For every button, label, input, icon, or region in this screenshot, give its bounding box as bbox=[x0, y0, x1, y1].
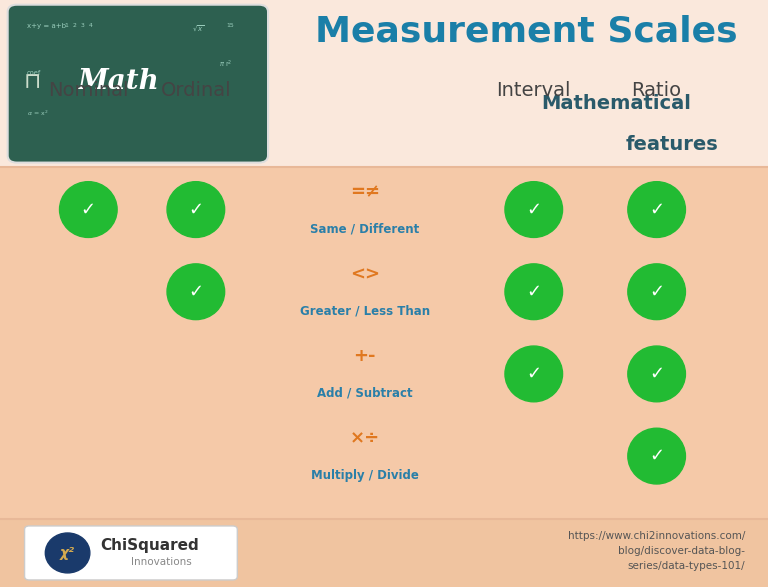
Text: ChiSquared: ChiSquared bbox=[101, 538, 199, 554]
Text: ✓: ✓ bbox=[188, 201, 204, 218]
Text: 15: 15 bbox=[227, 23, 234, 29]
Text: $\alpha$ = x$^2$: $\alpha$ = x$^2$ bbox=[27, 109, 48, 118]
Ellipse shape bbox=[505, 264, 562, 319]
Text: $\pi$ r$^2$: $\pi$ r$^2$ bbox=[219, 59, 232, 70]
Text: ✓: ✓ bbox=[649, 447, 664, 465]
Text: χ²: χ² bbox=[60, 546, 75, 560]
Text: ✓: ✓ bbox=[526, 365, 541, 383]
Text: Mathematical: Mathematical bbox=[541, 94, 691, 113]
Text: ✓: ✓ bbox=[649, 365, 664, 383]
Ellipse shape bbox=[628, 429, 686, 484]
Text: <>: <> bbox=[349, 265, 380, 283]
Text: ✓: ✓ bbox=[81, 201, 96, 218]
Text: https://www.chi2innovations.com/
blog/discover-data-blog-
series/data-types-101/: https://www.chi2innovations.com/ blog/di… bbox=[568, 531, 745, 571]
Text: Same / Different: Same / Different bbox=[310, 222, 419, 235]
Ellipse shape bbox=[167, 182, 224, 237]
Text: ✓: ✓ bbox=[526, 201, 541, 218]
Text: +-: +- bbox=[353, 348, 376, 365]
Text: Greater / Less Than: Greater / Less Than bbox=[300, 305, 430, 318]
Ellipse shape bbox=[167, 264, 224, 319]
Text: ⊓: ⊓ bbox=[24, 72, 41, 92]
Text: ✓: ✓ bbox=[526, 283, 541, 301]
Text: ✓: ✓ bbox=[188, 283, 204, 301]
Text: x+y = a+b: x+y = a+b bbox=[27, 23, 66, 29]
Ellipse shape bbox=[60, 182, 117, 237]
Ellipse shape bbox=[505, 346, 562, 402]
Text: Multiply / Divide: Multiply / Divide bbox=[311, 469, 419, 482]
FancyBboxPatch shape bbox=[0, 0, 768, 167]
Text: Interval: Interval bbox=[496, 82, 571, 100]
Text: Ratio: Ratio bbox=[631, 82, 682, 100]
Text: Measurement Scales: Measurement Scales bbox=[315, 15, 737, 49]
Text: Nominal: Nominal bbox=[48, 82, 128, 100]
Text: Innovations: Innovations bbox=[131, 557, 192, 568]
Ellipse shape bbox=[628, 346, 686, 402]
Text: coef: coef bbox=[27, 70, 41, 76]
Text: ✓: ✓ bbox=[649, 283, 664, 301]
Text: $\sqrt{x}$: $\sqrt{x}$ bbox=[192, 23, 204, 33]
Ellipse shape bbox=[628, 264, 686, 319]
Text: Ordinal: Ordinal bbox=[161, 82, 231, 100]
Text: ×÷: ×÷ bbox=[349, 430, 380, 447]
Text: Math: Math bbox=[78, 68, 160, 95]
FancyBboxPatch shape bbox=[0, 519, 768, 587]
Text: =≠: =≠ bbox=[349, 183, 380, 201]
Text: features: features bbox=[625, 135, 718, 154]
Ellipse shape bbox=[628, 182, 686, 237]
FancyBboxPatch shape bbox=[0, 167, 768, 519]
Ellipse shape bbox=[45, 533, 90, 573]
Ellipse shape bbox=[505, 182, 562, 237]
Text: 1  2  3  4: 1 2 3 4 bbox=[65, 23, 93, 29]
Text: Add / Subtract: Add / Subtract bbox=[317, 387, 412, 400]
FancyBboxPatch shape bbox=[8, 5, 268, 163]
FancyBboxPatch shape bbox=[25, 526, 237, 580]
Text: ✓: ✓ bbox=[649, 201, 664, 218]
